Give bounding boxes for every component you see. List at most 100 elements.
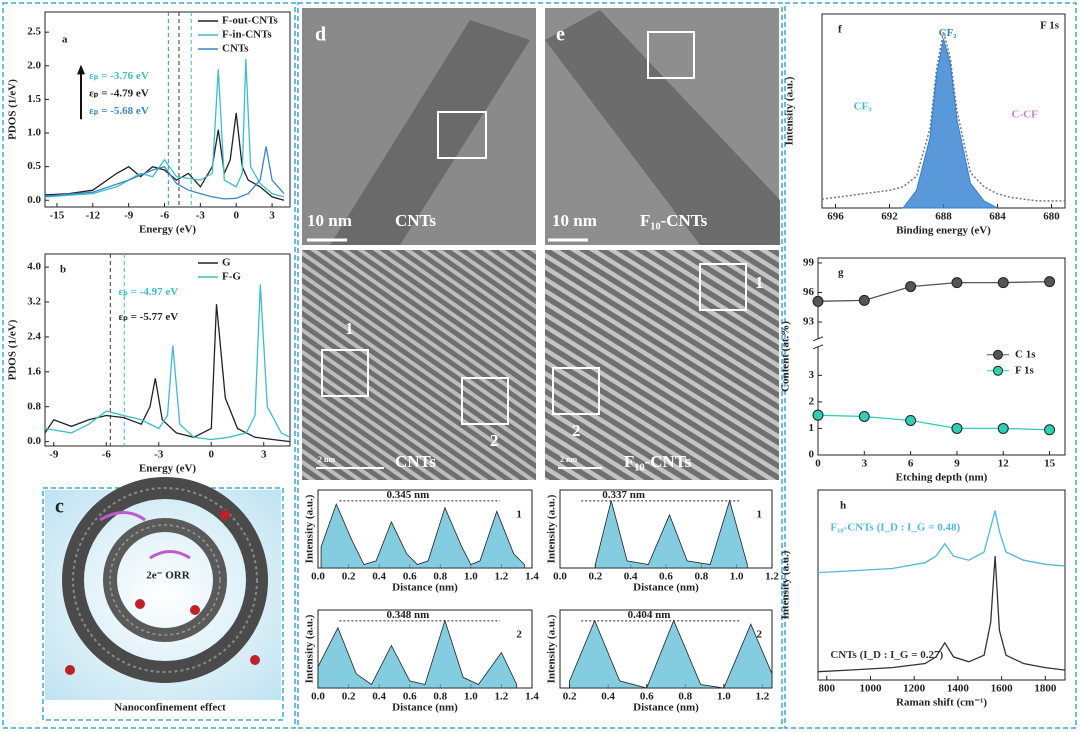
- legend-label: F-in-CNTs: [222, 29, 272, 41]
- x-tick-label: 1400: [947, 683, 970, 695]
- x-tick-label: -3: [196, 210, 206, 222]
- x-tick-label: 1.0: [464, 691, 478, 703]
- profile-area: [320, 503, 525, 569]
- x-tick-label: 1.2: [495, 571, 509, 583]
- x-tick-label: 0.6: [659, 571, 673, 583]
- y-tick-label: 2: [809, 395, 815, 407]
- x-tick-label: -12: [85, 210, 100, 222]
- x-axis-label: Binding energy (eV): [896, 225, 991, 237]
- sample-label: F₁₀-CNTs: [624, 452, 692, 471]
- x-tick-label: 0.2: [342, 571, 356, 583]
- annotation: CF₂: [939, 27, 958, 39]
- panel-c: c 2e⁻ ORR Nanoconfinement effect: [45, 477, 281, 714]
- x-tick-label: 6: [908, 458, 914, 470]
- y-tick-label: 0.8: [27, 400, 41, 412]
- y-tick-label: 4.0: [27, 261, 41, 273]
- border-right: [784, 2, 1077, 729]
- x-tick-label: 1.4: [525, 691, 539, 703]
- plot-frame: [44, 11, 291, 208]
- panel-letter: e: [556, 24, 565, 46]
- series-line: [817, 414, 1050, 431]
- annotation: 1: [757, 508, 763, 520]
- x-tick-label: 1600: [991, 683, 1014, 695]
- annotation: εₚ = -5.68 eV: [89, 105, 149, 117]
- profile-area: [594, 499, 748, 569]
- panel-letter: b: [60, 264, 66, 276]
- hrtem-image: [545, 250, 779, 480]
- x-tick-label: -9: [124, 210, 134, 222]
- molecule: [190, 605, 200, 615]
- y-axis-label: Content (at.%): [780, 321, 792, 392]
- x-tick-label: -6: [160, 210, 170, 222]
- x-tick-label: 0.4: [624, 571, 638, 583]
- region-label: 2: [490, 431, 499, 450]
- roi: [461, 377, 509, 425]
- border-left: [2, 2, 296, 729]
- x-tick-label: -15: [50, 210, 65, 222]
- x-tick-label: 1.2: [495, 691, 509, 703]
- reaction-label: 2e⁻ ORR: [146, 570, 190, 582]
- x-axis-label: Etching depth (nm): [896, 472, 988, 484]
- x-tick-label: 0.2: [588, 571, 602, 583]
- legend-label: C 1s: [1015, 348, 1036, 360]
- legend-label: G: [222, 257, 231, 269]
- y-tick-label: 0: [809, 449, 815, 461]
- marker: [905, 414, 917, 426]
- x-axis-label: Raman shift (cm⁻¹): [896, 697, 987, 709]
- x-tick-label: 1000: [859, 683, 882, 695]
- legend-label: CNTs: [222, 43, 249, 55]
- x-tick-label: 1.0: [464, 571, 478, 583]
- y-tick-label: 1.6: [27, 365, 41, 377]
- molecule: [65, 665, 75, 675]
- molecule: [135, 599, 145, 609]
- marker: [1044, 276, 1056, 288]
- marker: [858, 411, 870, 423]
- series-line: [44, 304, 291, 443]
- x-tick-label: 0: [233, 210, 239, 222]
- scale-label: 10 nm: [552, 211, 597, 230]
- region-label: 1: [755, 273, 764, 292]
- region-label: 2: [572, 421, 581, 440]
- y-tick-label: 1: [809, 422, 815, 434]
- roi: [552, 367, 600, 415]
- y-axis-label: Intensity (a.u.): [784, 76, 796, 145]
- marker: [997, 277, 1009, 289]
- molecule: [250, 655, 260, 665]
- annotation: 0.345 nm: [386, 489, 429, 501]
- x-tick-label: 3: [269, 210, 275, 222]
- series-line: [44, 112, 285, 201]
- annotation: 1: [516, 508, 522, 520]
- marker: [951, 422, 963, 434]
- marker: [951, 277, 963, 289]
- panel-letter: c: [55, 496, 64, 518]
- scale-label: 2 nm: [560, 455, 577, 464]
- annotation: 0.404 nm: [628, 609, 671, 621]
- sample-label: F₁₀-CNTs: [640, 211, 708, 230]
- scale-label: 10 nm: [307, 211, 352, 230]
- x-tick-label: 0.2: [563, 691, 577, 703]
- x-tick-label: 1.2: [765, 571, 779, 583]
- x-tick-label: 0.8: [433, 691, 447, 703]
- x-tick-label: 1200: [903, 683, 926, 695]
- caption: Nanoconfinement effect: [114, 702, 226, 714]
- x-tick-label: 0.6: [640, 691, 654, 703]
- panel-letter: a: [62, 34, 68, 46]
- roi: [647, 31, 695, 79]
- y-tick-label: 1.0: [27, 127, 41, 139]
- x-tick-label: 0.6: [403, 571, 417, 583]
- annotation: 2: [516, 628, 522, 640]
- x-tick-label: 696: [827, 211, 844, 223]
- axis-break-mark: [812, 344, 824, 350]
- annotation: εₚ = -4.79 eV: [89, 87, 149, 99]
- fit-peak: [901, 38, 998, 209]
- x-tick-label: -3: [154, 449, 164, 461]
- x-tick-label: 9: [954, 458, 960, 470]
- x-axis-label: Distance (nm): [392, 582, 458, 594]
- roi: [699, 263, 747, 311]
- x-tick-label: 15: [1044, 458, 1056, 470]
- x-tick-label: 0.6: [403, 691, 417, 703]
- annotation: εₚ = -4.97 eV: [119, 286, 179, 298]
- legend-label: F-G: [222, 271, 241, 283]
- x-tick-label: 800: [818, 683, 835, 695]
